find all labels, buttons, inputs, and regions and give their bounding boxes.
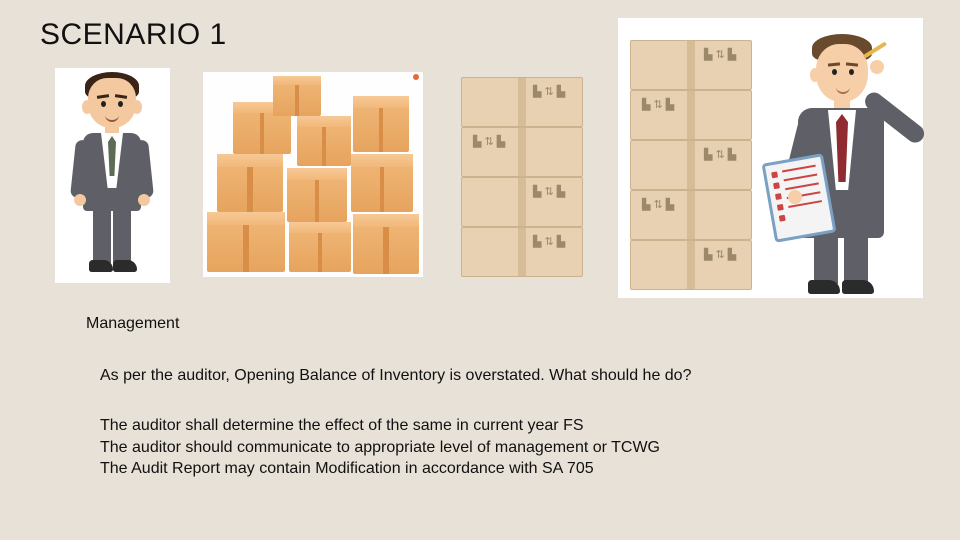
point-1: The auditor shall determine the effect o… (100, 415, 660, 437)
boxes-cluster-2: ▙ ⇅ ▙ ▙ ⇅ ▙ ▙ ⇅ ▙ ▙ ⇅ ▙ (437, 65, 607, 280)
point-2: The auditor should communicate to approp… (100, 437, 660, 459)
auditor-illustration: ▙ ⇅ ▙ ▙ ⇅ ▙ ▙ ⇅ ▙ ▙ ⇅ ▙ ▙ ⇅ ▙ (618, 18, 923, 298)
boxes-cluster-1 (203, 72, 423, 277)
slide-title: SCENARIO 1 (40, 18, 227, 52)
manager-illustration (55, 68, 170, 283)
management-label: Management (86, 315, 179, 333)
slide-root: SCENARIO 1 (0, 0, 960, 540)
question-text: As per the auditor, Opening Balance of I… (100, 367, 691, 385)
point-3: The Audit Report may contain Modificatio… (100, 458, 660, 480)
manager-figure (55, 68, 170, 283)
answer-points: The auditor shall determine the effect o… (100, 415, 660, 480)
